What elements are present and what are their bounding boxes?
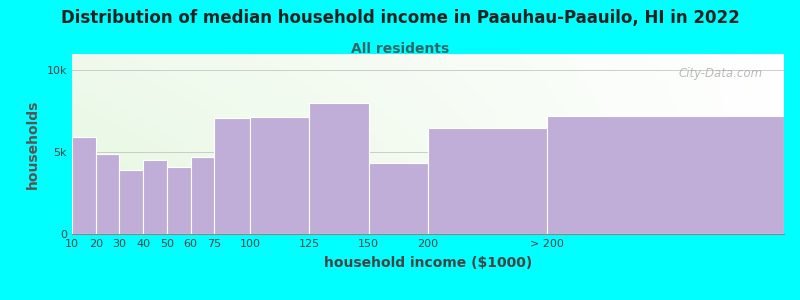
Bar	[72, 137, 96, 234]
Bar	[190, 157, 214, 234]
Bar	[369, 163, 428, 234]
Bar	[119, 170, 143, 234]
Bar	[143, 160, 167, 234]
Bar	[310, 103, 369, 234]
Bar	[250, 117, 310, 234]
Bar	[167, 167, 190, 234]
X-axis label: household income ($1000): household income ($1000)	[324, 256, 532, 270]
Bar	[96, 154, 119, 234]
Bar	[428, 128, 546, 234]
Y-axis label: households: households	[26, 99, 40, 189]
Text: City-Data.com: City-Data.com	[678, 67, 762, 80]
Bar	[546, 116, 784, 234]
Text: Distribution of median household income in Paauhau-Paauilo, HI in 2022: Distribution of median household income …	[61, 9, 739, 27]
Bar	[214, 118, 250, 234]
Text: All residents: All residents	[351, 42, 449, 56]
